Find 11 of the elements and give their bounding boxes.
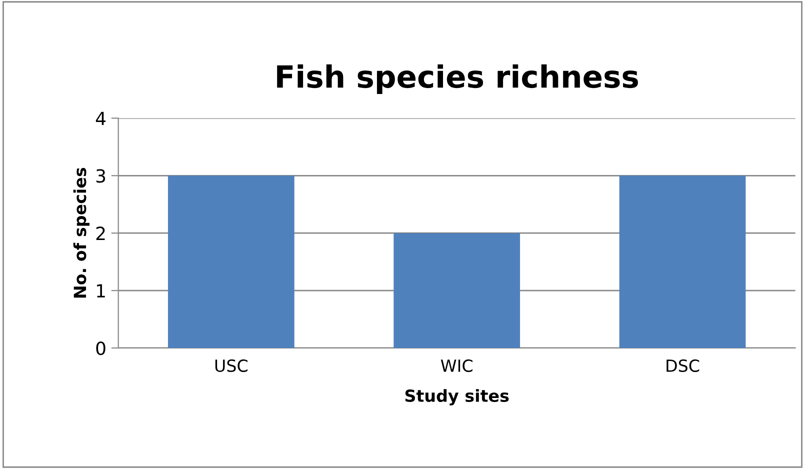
x-tick-label: DSC: [666, 359, 700, 372]
y-axis-title: No. of species: [73, 168, 90, 298]
chart-title: Fish species richness: [277, 64, 638, 94]
y-tick-label: 0: [96, 341, 106, 356]
y-tick-label: 2: [96, 226, 105, 240]
x-tick-label: USC: [215, 359, 248, 372]
x-tick-label: WIC: [440, 359, 472, 372]
y-tick-label: 4: [96, 112, 106, 126]
x-axis-title: Study sites: [405, 389, 509, 406]
y-tick-label: 3: [96, 169, 106, 183]
y-tick-label: 1: [97, 284, 105, 298]
